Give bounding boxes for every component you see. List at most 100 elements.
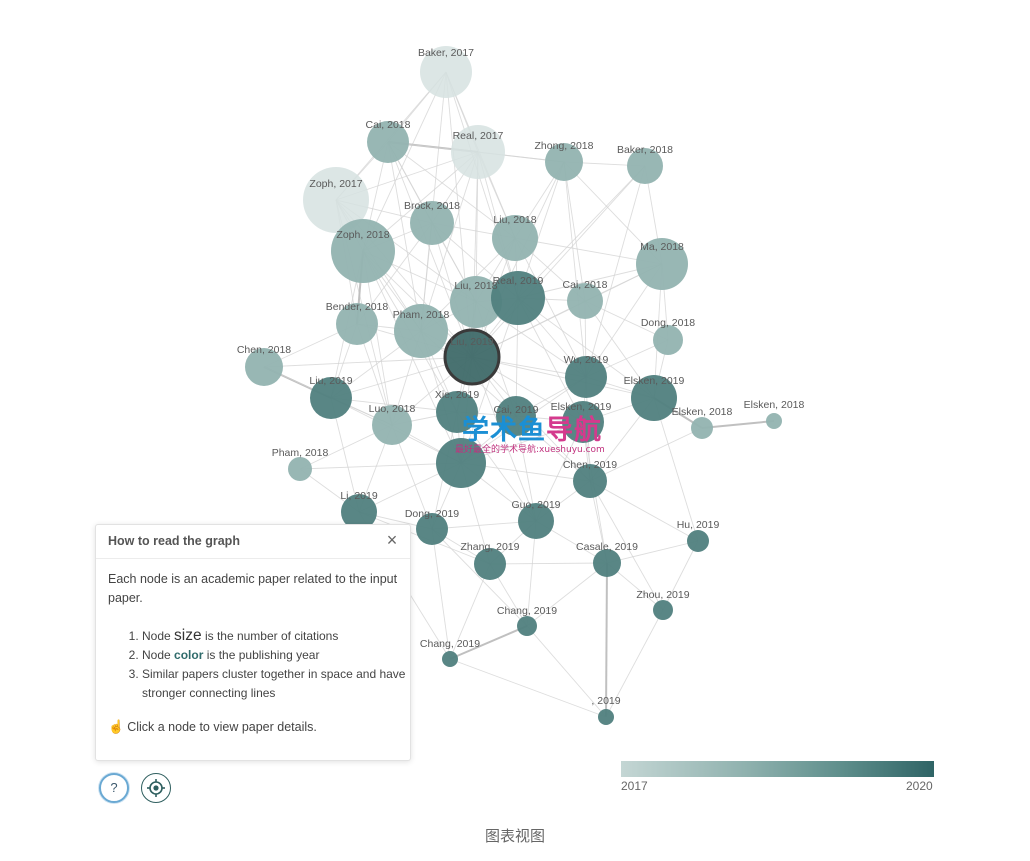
graph-edge xyxy=(445,71,519,299)
graph-edge xyxy=(387,141,422,332)
graph-edge xyxy=(563,161,587,378)
help-panel: How to read the graph × Each node is an … xyxy=(95,524,411,761)
paper-node[interactable] xyxy=(545,143,583,181)
paper-node[interactable] xyxy=(598,709,614,725)
graph-edge xyxy=(449,625,528,660)
crosshair-icon xyxy=(147,779,165,797)
help-item-cluster: Similar papers cluster together in space… xyxy=(142,665,437,703)
paper-node[interactable] xyxy=(687,530,709,552)
paper-node-label: Cai, 2018 xyxy=(366,119,411,131)
graph-edge xyxy=(605,609,664,718)
paper-node[interactable] xyxy=(310,377,352,419)
paper-node[interactable] xyxy=(410,201,454,245)
paper-node[interactable] xyxy=(631,375,677,421)
watermark-logo: 学术鱼导航 xyxy=(462,415,602,446)
graph-edge xyxy=(514,237,587,378)
paper-node[interactable] xyxy=(518,503,554,539)
paper-node[interactable] xyxy=(443,328,501,386)
paper-node[interactable] xyxy=(491,271,545,325)
help-list: Node size is the number of citations Nod… xyxy=(108,626,437,703)
paper-node-label: Real, 2017 xyxy=(453,130,504,142)
paper-node[interactable] xyxy=(331,219,395,283)
graph-edge xyxy=(471,356,655,399)
paper-node-label: Luo, 2018 xyxy=(369,403,416,415)
paper-node[interactable] xyxy=(691,417,713,439)
paper-node-label: Zoph, 2018 xyxy=(336,229,389,241)
paper-node[interactable] xyxy=(496,396,536,436)
paper-node[interactable] xyxy=(562,401,604,443)
paper-node-label: Cai, 2019 xyxy=(494,404,539,416)
paper-node[interactable] xyxy=(372,405,412,445)
paper-node-label: Baker, 2017 xyxy=(418,47,474,59)
graph-edge xyxy=(449,563,491,660)
graph-edge xyxy=(330,397,458,413)
graph-edge xyxy=(263,356,473,368)
paper-node[interactable] xyxy=(436,438,486,488)
paper-node-label: Elsken, 2019 xyxy=(624,375,685,387)
graph-edge xyxy=(471,356,537,522)
paper-node[interactable] xyxy=(394,304,448,358)
close-icon[interactable]: × xyxy=(386,530,398,550)
paper-node-label: Liu, 2019 xyxy=(309,375,352,387)
paper-node-label: Chen, 2019 xyxy=(563,459,617,471)
paper-node-label: , 2019 xyxy=(591,695,620,707)
graph-edge xyxy=(563,161,586,302)
paper-node[interactable] xyxy=(474,548,506,580)
paper-node[interactable] xyxy=(420,46,472,98)
help-panel-header: How to read the graph × xyxy=(96,525,410,559)
graph-edge xyxy=(589,427,703,482)
graph-edge xyxy=(526,562,608,627)
paper-node[interactable] xyxy=(636,238,688,290)
paper-node[interactable] xyxy=(336,303,378,345)
paper-node-label: Bender, 2018 xyxy=(326,301,389,313)
paper-node-label: Elsken, 2018 xyxy=(744,399,805,411)
graph-edge xyxy=(299,462,462,470)
paper-node[interactable] xyxy=(341,494,377,530)
graph-nodes[interactable] xyxy=(245,46,782,725)
legend-max-label: 2020 xyxy=(906,779,933,793)
graph-edge xyxy=(585,165,646,378)
paper-node[interactable] xyxy=(367,121,409,163)
help-item-color: Node color is the publishing year xyxy=(142,646,437,665)
paper-node[interactable] xyxy=(303,167,369,233)
paper-node-label: Pham, 2018 xyxy=(272,447,329,459)
paper-node[interactable] xyxy=(442,651,458,667)
paper-node-label: Casale, 2019 xyxy=(576,541,638,553)
paper-node[interactable] xyxy=(436,391,478,433)
graph-edge xyxy=(526,625,607,718)
paper-node[interactable] xyxy=(567,283,603,319)
paper-node[interactable] xyxy=(451,125,505,179)
help-button[interactable]: ? xyxy=(99,773,129,803)
paper-node[interactable] xyxy=(627,148,663,184)
paper-node[interactable] xyxy=(593,549,621,577)
paper-node[interactable] xyxy=(416,513,448,545)
graph-edge xyxy=(420,151,479,332)
paper-node-label: Elsken, 2019 xyxy=(551,401,612,413)
paper-node[interactable] xyxy=(517,616,537,636)
paper-node-label: Baker, 2018 xyxy=(617,144,673,156)
paper-node-label: Xie, 2019 xyxy=(435,389,480,401)
paper-node[interactable] xyxy=(492,215,538,261)
paper-node[interactable] xyxy=(573,464,607,498)
paper-node[interactable] xyxy=(245,348,283,386)
paper-node[interactable] xyxy=(288,457,312,481)
paper-node[interactable] xyxy=(653,600,673,620)
paper-node[interactable] xyxy=(766,413,782,429)
graph-edge xyxy=(701,420,775,429)
paper-node[interactable] xyxy=(653,325,683,355)
help-item-size: Node size is the number of citations xyxy=(142,626,437,646)
paper-node-label: Zhou, 2019 xyxy=(636,589,689,601)
graph-edge xyxy=(362,71,447,252)
graph-edge xyxy=(387,141,516,239)
graph-edge xyxy=(653,397,699,542)
keyword-color: color xyxy=(174,648,204,662)
graph-edge xyxy=(431,528,528,627)
graph-edge xyxy=(471,165,646,358)
recenter-button[interactable] xyxy=(141,773,171,803)
paper-node[interactable] xyxy=(565,356,607,398)
paper-node-label: Zoph, 2017 xyxy=(309,178,362,190)
paper-node-label: Dong, 2019 xyxy=(405,508,459,520)
paper-node[interactable] xyxy=(450,276,502,328)
paper-node-label: Hu, 2019 xyxy=(677,519,720,531)
